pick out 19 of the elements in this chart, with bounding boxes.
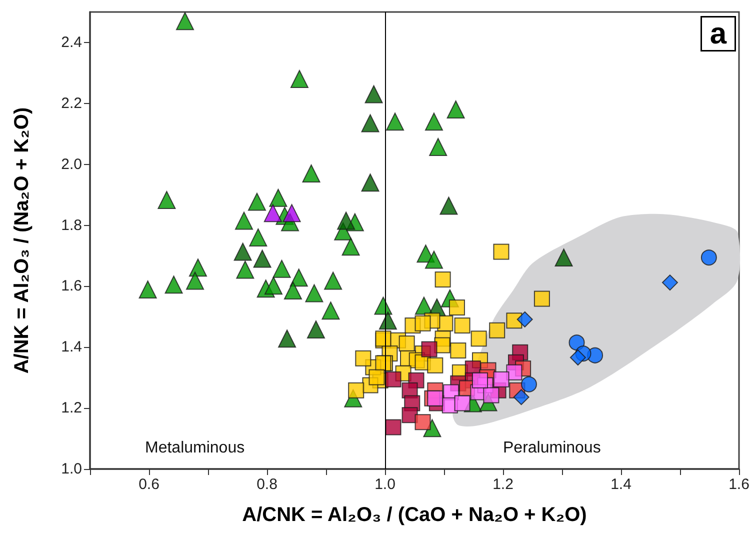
- y-axis-title: A/NK = Al₂O₃ / (Na₂O + K₂O): [11, 107, 33, 374]
- x-tick-label: 1.0: [374, 476, 396, 493]
- x-tick-label: 0.6: [138, 476, 160, 493]
- x-tick-label: 0.8: [256, 476, 278, 493]
- x-tick-label: 1.6: [728, 476, 750, 493]
- annotation: Metaluminous: [145, 440, 245, 456]
- y-tick-label: 1.6: [61, 278, 82, 295]
- y-tick-label: 2.4: [61, 34, 82, 51]
- x-axis-title: A/CNK = Al₂O₃ / (CaO + Na₂O + K₂O): [242, 504, 587, 526]
- x-tick-label: 1.4: [610, 476, 632, 493]
- annotation: a: [710, 17, 727, 50]
- y-tick-label: 1.8: [61, 216, 82, 234]
- x-tick-label: 1.2: [492, 476, 514, 493]
- y-tick-label: 1.0: [61, 460, 82, 478]
- y-tick-label: 2.0: [61, 156, 82, 173]
- annotation: Peraluminous: [503, 440, 601, 456]
- y-tick-label: 1.4: [61, 338, 82, 356]
- y-tick-label: 2.2: [61, 94, 82, 112]
- y-tick-label: 1.2: [61, 400, 82, 417]
